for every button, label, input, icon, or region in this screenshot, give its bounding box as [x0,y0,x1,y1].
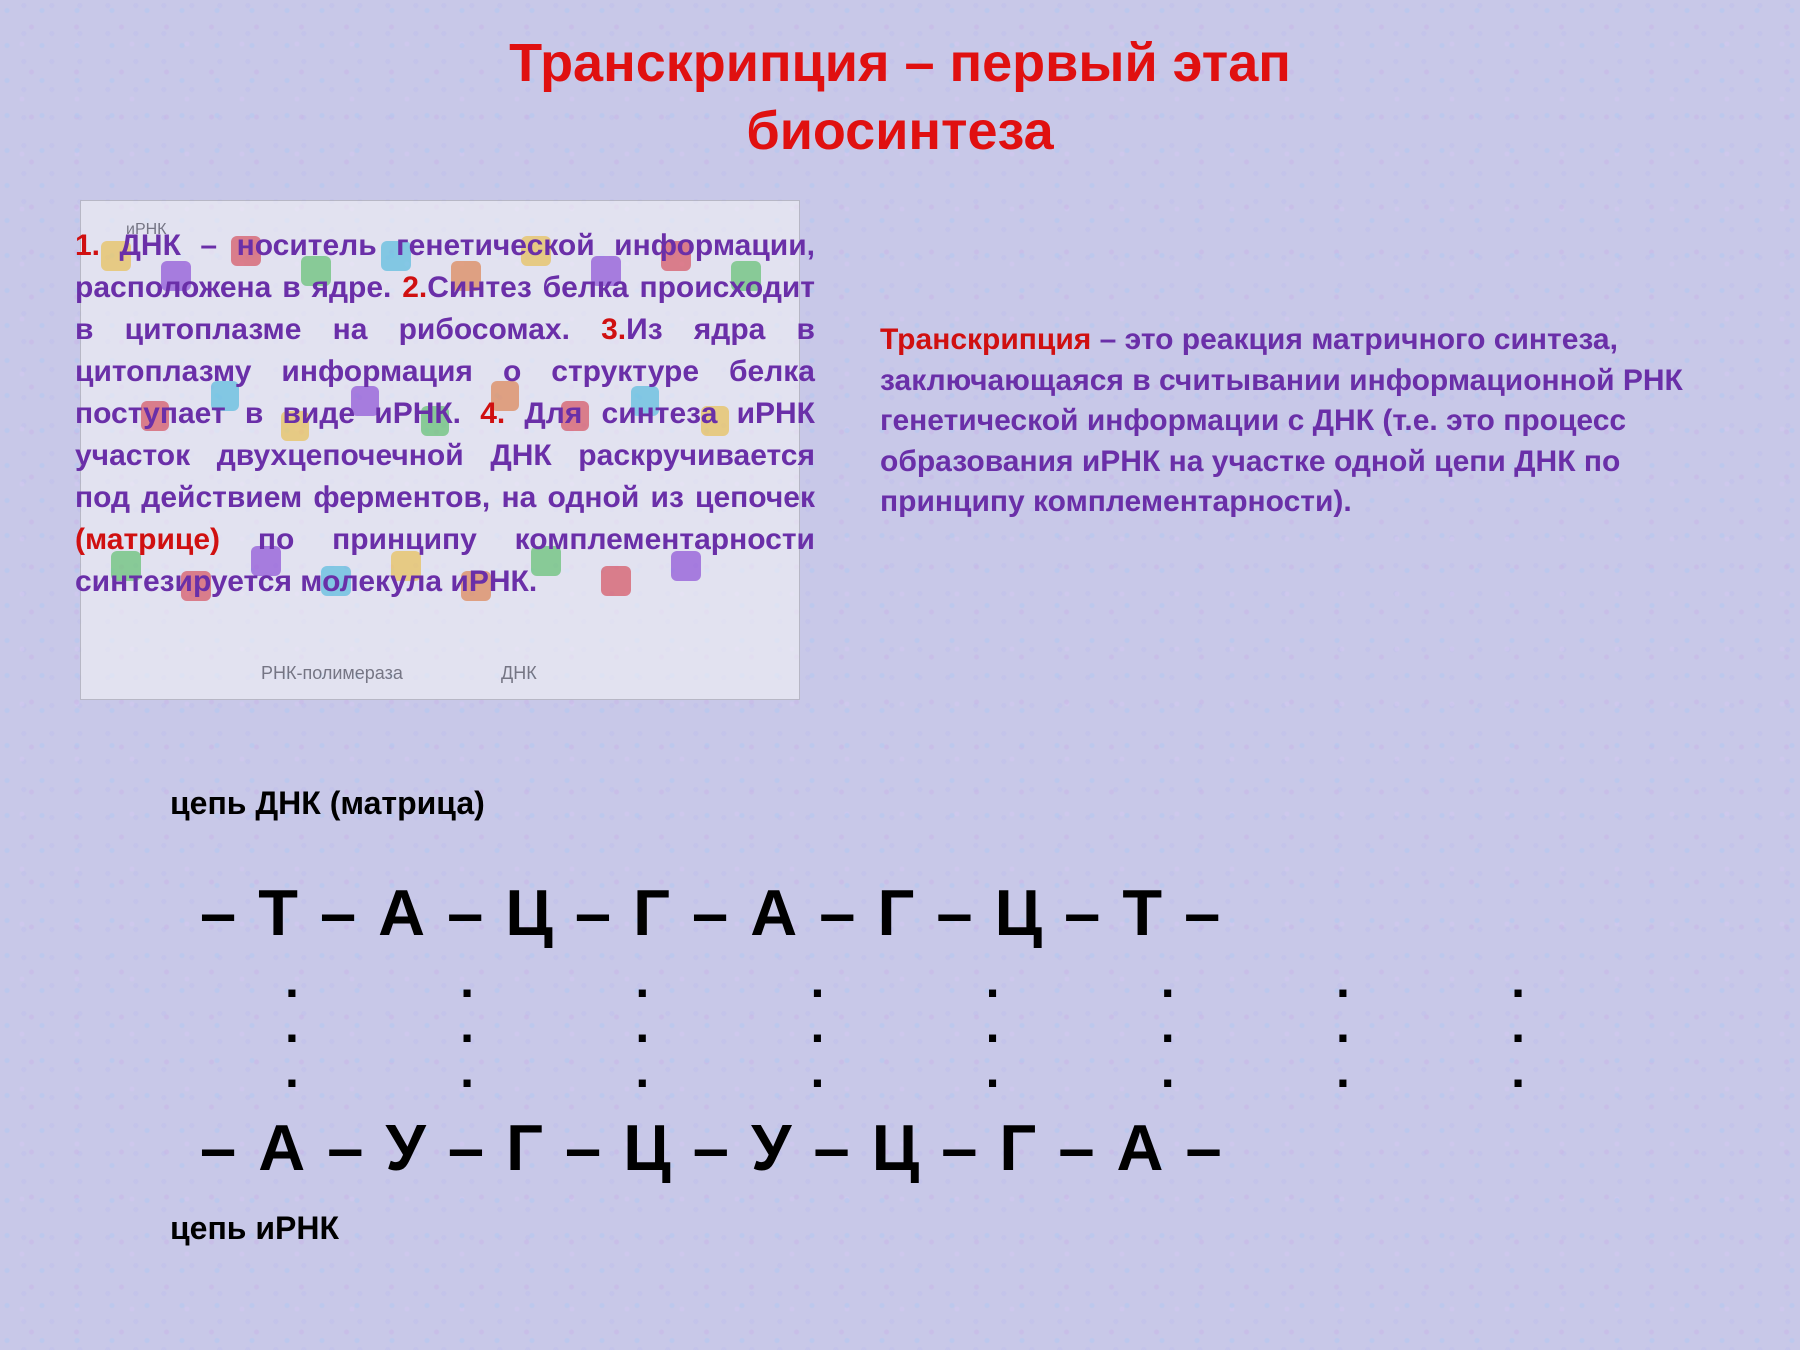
title-line2: биосинтеза [746,101,1053,161]
num-4: 4. [480,397,505,430]
dot-column: ... [285,970,299,1080]
right-paragraph: Транскрипция – это реакция матричного си… [880,320,1720,523]
dot-column: ... [810,970,824,1080]
num-1: 1. [75,229,100,262]
title-line1: Транскрипция – первый этап [509,33,1291,93]
label-dnk-chain: цепь ДНК (матрица) [170,785,485,822]
dot-column: ... [460,970,474,1080]
slide-title: Транскрипция – первый этап биосинтеза [0,30,1800,165]
dnk-sequence: – Т – А – Ц – Г – А – Г – Ц – Т – [200,875,1222,950]
irnk-sequence: – А – У – Г – Ц – У – Ц – Г – А – [200,1110,1224,1185]
dot-column: ... [1336,970,1350,1080]
text-matrix: (матрице) [75,523,220,556]
num-2: 2. [402,271,427,304]
num-3: 3. [601,313,626,346]
dot-column: ... [635,970,649,1080]
label-irnk-chain: цепь иРНК [170,1210,339,1247]
dot-column: ... [986,970,1000,1080]
complementarity-dots: ........................ [285,970,1525,1080]
diagram-label-dnk: ДНК [501,663,537,684]
term-transcription: Транскрипция [880,323,1091,356]
left-paragraph: 1. ДНК – носитель генетической информаци… [75,225,815,603]
dot-column: ... [1161,970,1175,1080]
diagram-label-polymerase: РНК-полимераза [261,663,403,684]
dot-column: ... [1511,970,1525,1080]
